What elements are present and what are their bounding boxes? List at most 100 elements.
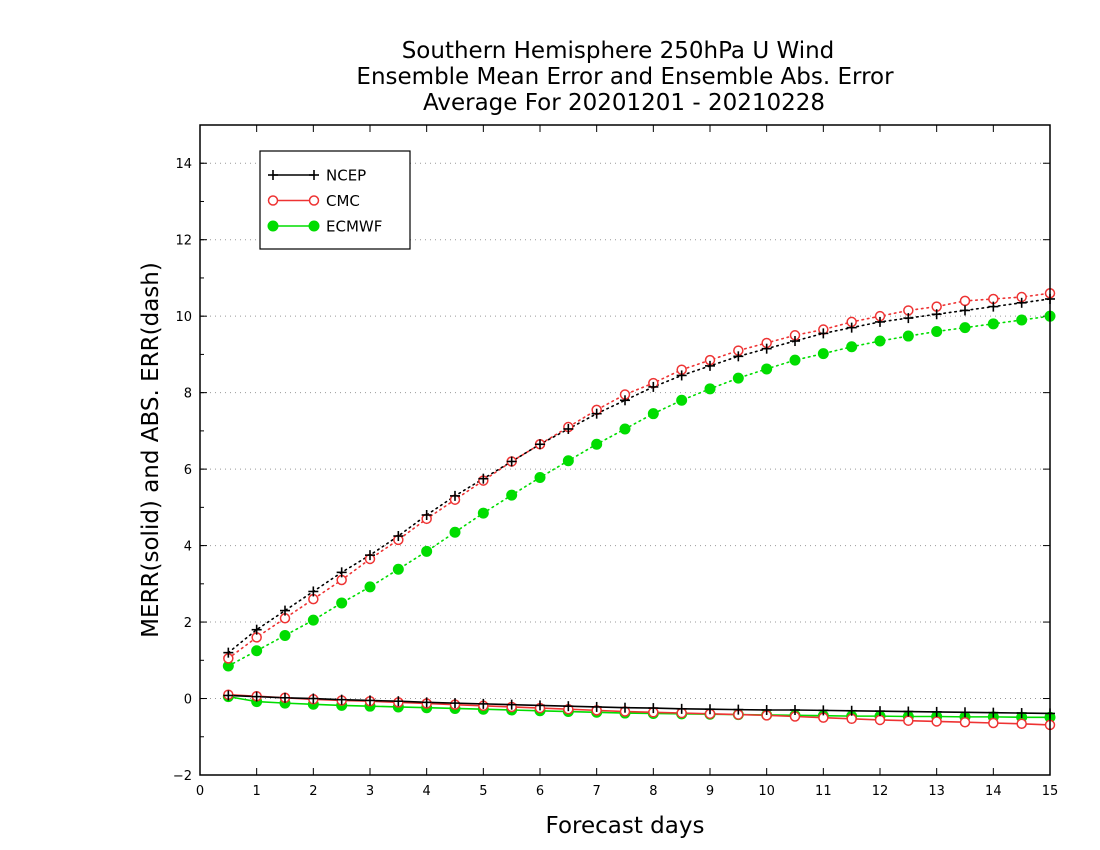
legend-cmc-label: CMC [326, 192, 360, 210]
ncep-abs-err-point [421, 510, 432, 520]
ecmwf-abs-err-point [591, 438, 603, 450]
x-tick-label: 3 [366, 784, 374, 799]
ncep-mean-err-point [506, 699, 517, 710]
ncep-mean-err-point [336, 694, 347, 705]
ncep-mean-err-point [591, 701, 602, 712]
x-tick-label: 1 [253, 784, 261, 799]
ecmwf-abs-err-point [874, 335, 886, 347]
y-tick-label: 4 [184, 540, 192, 555]
x-tick-label: 13 [928, 784, 945, 799]
ncep-abs-err-point [818, 328, 829, 339]
ncep-mean-err-point [280, 692, 290, 703]
ncep-mean-err-point [761, 705, 772, 715]
ncep-mean-err-point [790, 705, 800, 715]
ncep-mean-err-point [846, 705, 857, 716]
ncep-abs-err-point [478, 473, 489, 484]
ncep-abs-err-point [223, 647, 234, 658]
legend-ncep-marker-right [309, 170, 319, 180]
ncep-mean-err-point [903, 706, 914, 717]
ncep-abs-err-point [733, 351, 744, 362]
cmc-abs-err-line [227, 292, 1051, 660]
plot-frame [199, 124, 1051, 776]
series-layer [222, 287, 1056, 731]
ncep-abs-err-point [308, 586, 319, 597]
x-tick-label: 0 [196, 784, 204, 799]
x-tick-label: 4 [423, 784, 431, 799]
cmc-mean-err-point [988, 717, 999, 729]
ncep-mean-err-point [620, 702, 630, 713]
ncep-abs-err-point [280, 605, 290, 616]
ncep-mean-err-point [365, 695, 375, 706]
ecmwf-abs-err-line [227, 315, 1051, 667]
y-tick-label: 0 [184, 693, 192, 708]
cmc-mean-err-point [959, 716, 971, 728]
y-axis-label: MERR(solid) and ABS. ERR(dash) [138, 262, 164, 638]
y-tick-label: 8 [184, 387, 192, 402]
ecmwf-abs-err-point [789, 354, 801, 366]
ncep-abs-err-point [506, 456, 517, 467]
legend: NCEP CMC ECMWF [259, 150, 411, 250]
x-axis-label: Forecast days [546, 813, 705, 839]
ncep-abs-err-point [705, 360, 715, 371]
ncep-mean-err-point [478, 698, 489, 709]
ncep-mean-err-point [1016, 708, 1027, 719]
ncep-abs-err-point [591, 408, 602, 419]
ncep-abs-err-point [393, 531, 404, 542]
ncep-abs-err-point [761, 343, 772, 354]
ecmwf-abs-err-point [987, 318, 999, 330]
ecmwf-abs-err-point [534, 472, 546, 484]
ncep-mean-err-point [988, 707, 999, 718]
cmc-mean-err-point [903, 715, 914, 726]
x-tick-label: 14 [985, 784, 1002, 799]
ncep-mean-err-point [223, 690, 234, 701]
ecmwf-abs-err-point [931, 325, 943, 337]
ncep-abs-err-point [875, 316, 885, 327]
chart-title-line-3: Average For 20201201 - 20210228 [423, 90, 825, 116]
ecmwf-abs-err-point [421, 545, 433, 557]
ncep-abs-err-point [988, 301, 999, 312]
ncep-mean-err-point [733, 704, 744, 715]
ncep-abs-err-point [620, 395, 630, 406]
legend-ncep-marker-left [268, 170, 278, 180]
ncep-abs-err-point [251, 624, 262, 635]
ncep-abs-err-point [563, 423, 574, 434]
y-tick-label: 6 [184, 463, 192, 478]
x-tick-label: 7 [593, 784, 601, 799]
legend-ecmwf-marker-left [267, 220, 279, 232]
ncep-abs-err-point [336, 567, 347, 578]
ecmwf-abs-err-point [562, 455, 574, 467]
x-tick-label: 2 [309, 784, 317, 799]
ncep-mean-err-point [251, 691, 262, 702]
ecmwf-abs-err-point [449, 526, 461, 538]
ecmwf-abs-err-point [251, 645, 263, 657]
legend-ecmwf-marker-right [308, 220, 320, 232]
x-tick-label: 5 [479, 784, 487, 799]
y-tick-label: 2 [184, 616, 192, 631]
legend-ecmwf-label: ECMWF [326, 218, 382, 236]
ncep-abs-err-point [960, 305, 970, 316]
cmc-mean-err-point [874, 714, 886, 726]
ncep-mean-err-point [450, 698, 460, 709]
ecmwf-abs-err-point [336, 597, 348, 609]
ncep-abs-err-point [1016, 297, 1027, 308]
legend-cmc-marker-left [267, 195, 279, 206]
ecmwf-abs-err-point [477, 507, 489, 519]
ncep-mean-err-point [875, 706, 885, 717]
chart-title-line-1: Southern Hemisphere 250hPa U Wind [402, 38, 835, 64]
ecmwf-abs-err-point [392, 563, 404, 575]
ncep-abs-err-point [648, 381, 659, 392]
x-tick-label: 11 [815, 784, 832, 799]
ncep-mean-err-point [563, 701, 574, 712]
ecmwf-abs-err-point [902, 330, 914, 342]
ncep-mean-err-line [228, 694, 1051, 715]
ncep-mean-err-point [308, 693, 319, 704]
x-tick-label: 10 [758, 784, 775, 799]
ncep-abs-err-point [846, 322, 857, 333]
ecmwf-abs-err-point [846, 341, 858, 353]
ecmwf-abs-err-point [307, 614, 319, 626]
ncep-mean-err-point [960, 707, 970, 718]
ncep-mean-err-point [931, 706, 942, 717]
grid-lines [200, 162, 1050, 776]
